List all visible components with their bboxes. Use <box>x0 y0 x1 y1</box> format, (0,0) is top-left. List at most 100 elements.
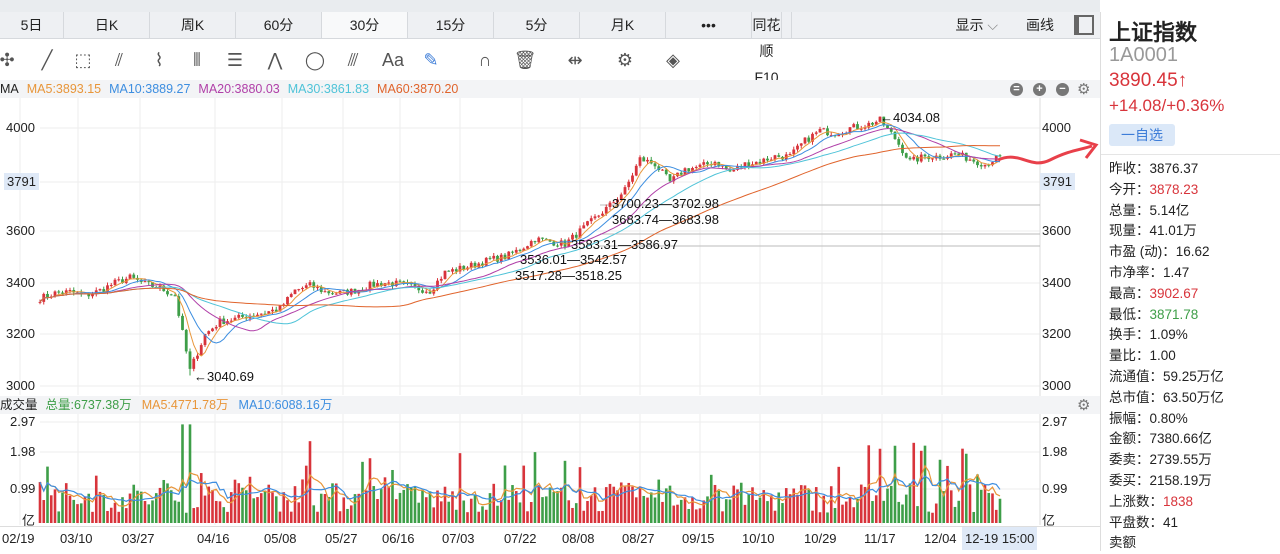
tab-0[interactable]: 5日 <box>0 12 64 38</box>
candle-body <box>454 269 458 272</box>
volume-bar <box>987 492 991 523</box>
candle-body <box>289 294 293 297</box>
magnet-icon[interactable]: ∩ <box>478 50 492 70</box>
tab-5[interactable]: 15分 <box>408 12 494 38</box>
text-box-icon[interactable]: ☰ <box>226 50 244 70</box>
volume-bar <box>372 486 376 523</box>
stat-label: 卖额 <box>1109 535 1136 551</box>
volume-bar <box>301 479 304 523</box>
volume-bar <box>822 495 826 523</box>
volume-bar <box>961 448 964 523</box>
volume-bar <box>777 492 781 523</box>
tab-2[interactable]: 周K <box>150 12 236 38</box>
pen-icon[interactable]: ✎ <box>423 50 439 70</box>
tabs-right: 显示 ⌵ 画线 <box>955 12 1100 38</box>
candle-body <box>706 162 709 165</box>
volume-bar <box>162 479 166 523</box>
volume-bar <box>147 504 151 523</box>
fibonacci-icon[interactable]: ⫻ <box>347 50 359 70</box>
volume-bar <box>601 510 604 523</box>
high-annotation: ←4034.08 <box>880 110 940 125</box>
panel-toggle-icon[interactable] <box>1074 15 1094 35</box>
candle-body <box>203 333 207 346</box>
volume-bar <box>244 490 248 523</box>
candle-body <box>904 153 908 158</box>
volume-bar <box>312 505 316 523</box>
candle-body <box>874 121 878 125</box>
candle-body <box>878 116 882 122</box>
tab-4[interactable]: 30分 <box>322 12 408 38</box>
candle-body <box>796 145 799 150</box>
draw-line-button[interactable]: 画线 <box>1026 17 1054 33</box>
volume-bar <box>259 493 263 523</box>
volume-bar <box>181 424 184 523</box>
trash-icon[interactable]: 🗑 <box>513 50 537 70</box>
volume-value: 总量:6737.38万 <box>45 398 132 412</box>
channel-icon[interactable]: ⌇ <box>154 50 164 70</box>
date-tick: 11/17 <box>864 531 896 546</box>
wave-icon[interactable]: ⋀ <box>267 50 283 70</box>
line-icon[interactable]: ╱ <box>41 50 53 70</box>
display-dropdown[interactable]: 显示 ⌵ <box>955 15 998 35</box>
volume-bar <box>102 495 106 523</box>
volume-bar <box>739 482 743 523</box>
fan-icon[interactable]: ⫽ <box>114 50 124 70</box>
volume-bar <box>799 485 803 523</box>
move-icon[interactable]: ✣ <box>0 50 15 70</box>
tab-3[interactable]: 60分 <box>236 12 322 38</box>
chart-settings-icon[interactable]: ⚙ <box>1077 81 1091 98</box>
volume-bar <box>106 510 109 523</box>
text-icon[interactable]: Aa <box>381 50 405 70</box>
candle-body <box>668 174 672 182</box>
candle-body <box>188 351 192 369</box>
volume-bar <box>949 490 953 523</box>
drawing-toolbar: ✣ ╱ ⬚ ⫽ ⌇ ⦀ ☰ ⋀ ◯ ⫻ Aa ✎ ∩ 🗑 ⇹ ⚙ ◈ <box>0 40 1100 80</box>
tab-9[interactable]: 同花顺F10 <box>752 12 782 85</box>
remove-watchlist-button[interactable]: 一自选 <box>1109 124 1175 146</box>
candle-body <box>274 309 278 312</box>
zoom-out-icon[interactable]: − <box>1056 83 1069 96</box>
candle-body <box>916 156 919 162</box>
kline-chart[interactable] <box>0 0 1100 551</box>
volume-bar <box>488 493 492 523</box>
volume-bar <box>683 497 687 523</box>
price-tick-right: 3400 <box>1042 274 1071 290</box>
stat-label: 委卖： <box>1109 452 1150 468</box>
candle-body <box>308 282 312 286</box>
stat-label: 流通值： <box>1109 368 1163 384</box>
candle-body <box>529 241 533 247</box>
volume-bar <box>507 499 511 523</box>
zoom-reset-icon[interactable]: = <box>1010 83 1023 96</box>
stat-row: 今开：3878.23 <box>1109 180 1224 201</box>
circle-icon[interactable]: ◯ <box>304 50 326 70</box>
volume-bar <box>484 509 488 523</box>
zoom-in-icon[interactable]: + <box>1033 83 1046 96</box>
candle-body <box>424 291 428 293</box>
tab-1[interactable]: 日K <box>64 12 150 38</box>
volume-bar <box>916 506 919 523</box>
volume-bar <box>357 493 361 523</box>
candle-body <box>199 345 203 356</box>
vertical-lines-icon[interactable]: ⦀ <box>193 50 201 70</box>
ma-value: MA20:3880.03 <box>198 82 280 96</box>
ma-legend: MA MA5:3893.15 MA10:3889.27 MA20:3880.03 MA3… <box>0 80 1100 98</box>
settings-icon[interactable]: ⚙ <box>616 50 634 70</box>
layers-icon[interactable]: ◈ <box>666 50 680 70</box>
volume-bar <box>751 487 754 523</box>
stat-value: 1.00 <box>1149 348 1176 364</box>
candle-body <box>117 279 121 281</box>
split-icon[interactable]: ⇹ <box>567 50 583 70</box>
tab-7[interactable]: 月K <box>580 12 666 38</box>
candle-body <box>481 263 484 266</box>
candle-body <box>304 285 308 288</box>
volume-bar <box>267 484 271 523</box>
volume-bar <box>91 511 94 523</box>
candle-body <box>173 295 177 297</box>
tab-8[interactable]: ••• <box>666 12 752 38</box>
volume-settings-icon[interactable]: ⚙ <box>1077 397 1091 414</box>
tab-6[interactable]: 5分 <box>494 12 580 38</box>
quote-panel: 上证指数 1A0001 3890.45↑ +14.08/+0.36% 一自选 昨… <box>1100 12 1280 551</box>
volume-bar <box>263 490 267 523</box>
rectangle-icon[interactable]: ⬚ <box>74 50 92 70</box>
volume-bar <box>57 511 61 523</box>
